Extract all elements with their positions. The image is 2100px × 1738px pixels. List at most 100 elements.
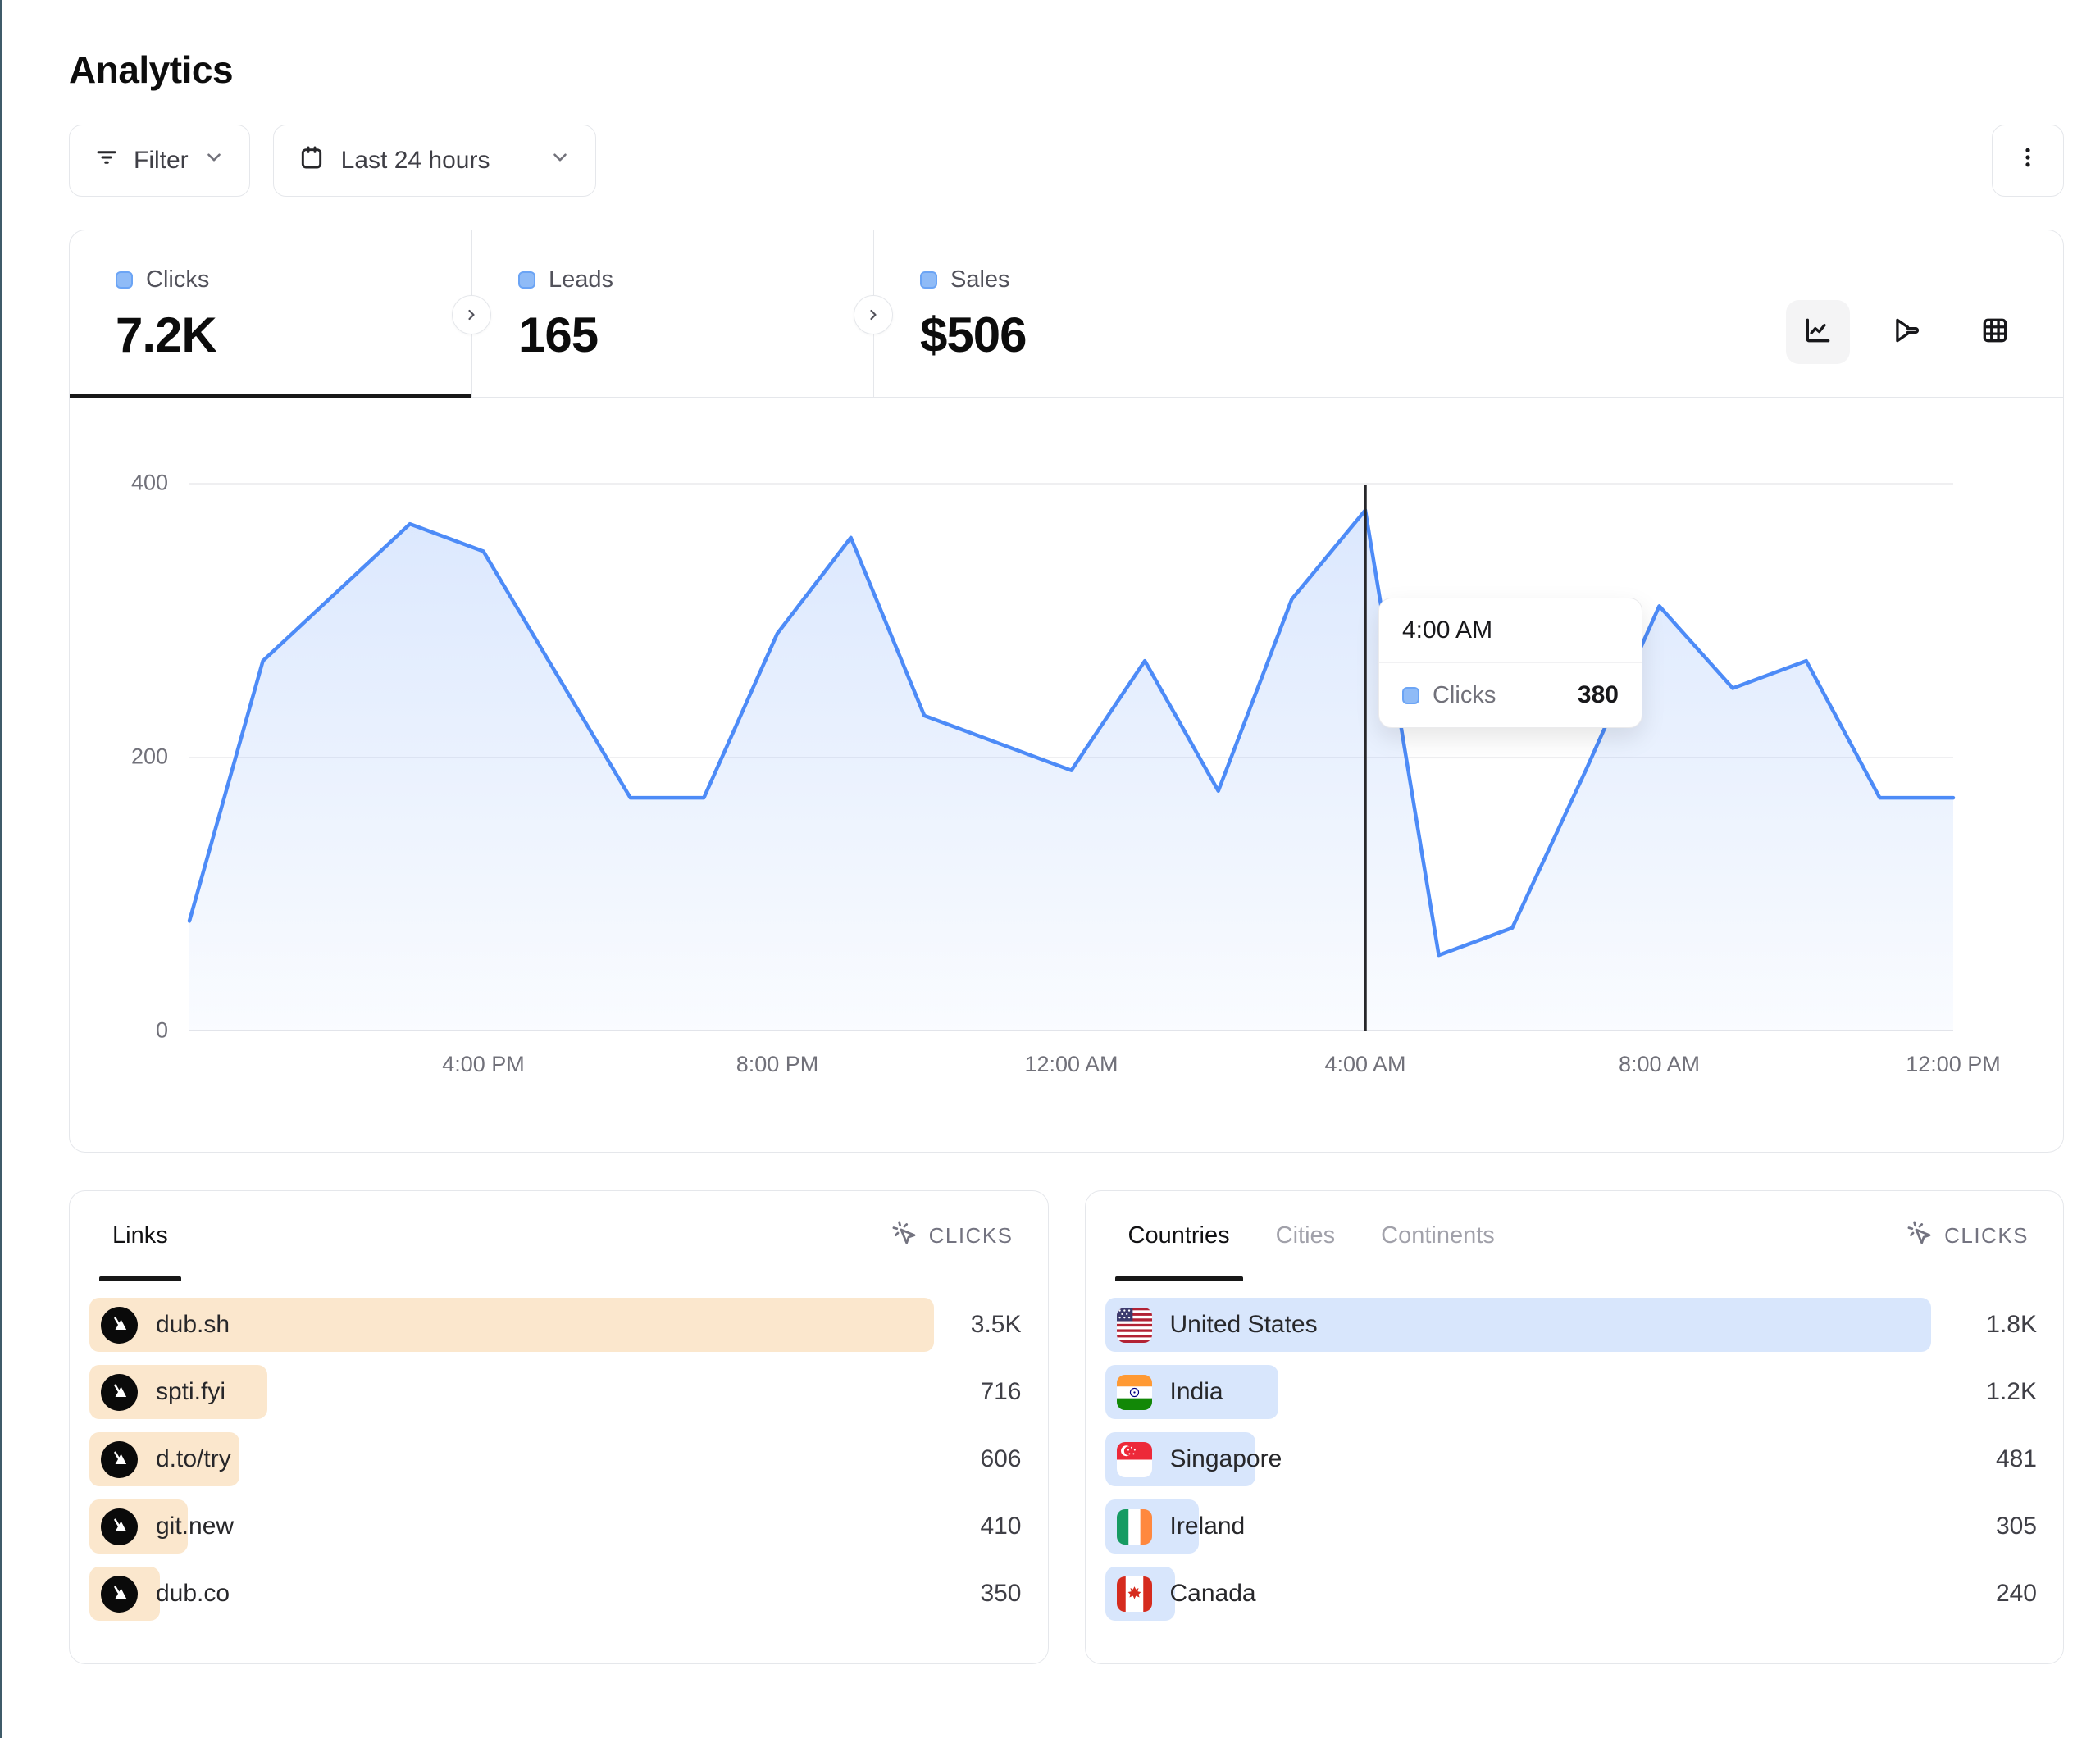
tooltip-legend-square [1401, 686, 1419, 704]
clicks-area-chart[interactable]: 400 200 0 [70, 398, 2063, 1152]
analytics-page: Analytics Filter Last 24 hours [69, 48, 2064, 1664]
gridline-400 [189, 483, 1953, 485]
tab-leads[interactable]: Leads 165 [471, 230, 873, 397]
country-row[interactable]: Canada 240 [1105, 1567, 2044, 1621]
chart-view-toggles [1750, 299, 2063, 364]
date-range-button[interactable]: Last 24 hours [272, 125, 596, 197]
canada-flag-icon [1116, 1576, 1152, 1612]
y-axis-labels: 400 200 0 [70, 471, 189, 1043]
tab-cities[interactable]: Cities [1275, 1222, 1336, 1249]
sales-legend-square [920, 271, 937, 289]
link-clicks: 350 [980, 1580, 1022, 1607]
chevron-down-icon [203, 147, 225, 175]
links-list: dub.sh 3.5K spti.fyi 716 d.t [70, 1281, 1048, 1640]
link-clicks: 410 [980, 1513, 1022, 1540]
hover-crosshair-line [1364, 485, 1367, 1031]
tab-links[interactable]: Links [99, 1191, 181, 1281]
dub-logo-icon [101, 1508, 138, 1545]
tab-countries[interactable]: Countries [1114, 1191, 1243, 1281]
line-chart-view-button[interactable] [1786, 299, 1850, 364]
window-edge-accent [0, 0, 2, 1738]
link-domain: d.to/try [156, 1445, 231, 1472]
link-clicks: 3.5K [970, 1311, 1022, 1338]
tab-clicks[interactable]: Clicks 7.2K [70, 230, 471, 398]
country-row[interactable]: United States 1.8K [1105, 1298, 2044, 1352]
clicks-series [189, 483, 1953, 1031]
leads-tab-label: Leads [549, 266, 614, 293]
gridline-200 [189, 757, 1953, 758]
link-domain: dub.sh [156, 1311, 230, 1338]
link-row[interactable]: dub.sh 3.5K [89, 1298, 1028, 1352]
link-row[interactable]: git.new 410 [89, 1499, 1028, 1554]
country-name: India [1169, 1378, 1223, 1405]
calendar-icon [298, 144, 325, 177]
country-clicks: 1.8K [1986, 1311, 2037, 1338]
sales-tab-value: $506 [920, 307, 1027, 362]
link-domain: spti.fyi [156, 1378, 226, 1405]
singapore-flag-icon [1116, 1441, 1152, 1477]
us-flag-icon [1116, 1307, 1152, 1343]
y-tick-200: 200 [130, 744, 168, 769]
table-view-button[interactable] [1963, 300, 2027, 364]
link-row[interactable]: d.to/try 606 [89, 1432, 1028, 1486]
geo-metric-header: CLICKS [1944, 1223, 2029, 1248]
expand-clicks-leads-button[interactable] [452, 295, 491, 334]
link-bar [89, 1298, 935, 1352]
x-axis-labels: 4:00 PM 8:00 PM 12:00 AM 4:00 AM 8:00 AM 12:0… [189, 1052, 2001, 1088]
x-tick-label: 8:00 PM [736, 1052, 819, 1076]
country-clicks: 1.2K [1986, 1378, 2037, 1405]
tab-sales[interactable]: Sales $506 [873, 230, 2063, 397]
links-panel: Links CLICKS dub.sh 3.5K [69, 1190, 1049, 1664]
leads-tab-value: 165 [518, 307, 599, 362]
links-metric-header: CLICKS [928, 1223, 1014, 1248]
sales-tab-label: Sales [950, 266, 1010, 293]
country-bar [1105, 1298, 1931, 1352]
link-clicks: 716 [980, 1378, 1022, 1405]
clicks-line [189, 510, 1953, 955]
tooltip-metric-label: Clicks [1432, 681, 1496, 708]
metric-tabs: Clicks 7.2K Leads 165 Sales $506 [70, 230, 2063, 398]
geo-panel: Countries Cities Continents CLICKS [1084, 1190, 2064, 1664]
x-tick-label: 8:00 AM [1618, 1052, 1701, 1076]
tooltip-metric-value: 380 [1577, 681, 1619, 708]
more-options-button[interactable] [1992, 125, 2064, 197]
x-tick-label: 12:00 AM [1024, 1052, 1118, 1076]
country-name: United States [1169, 1311, 1318, 1338]
dub-logo-icon [101, 1306, 138, 1344]
toolbar: Filter Last 24 hours [69, 125, 2064, 197]
country-name: Ireland [1169, 1513, 1246, 1540]
mouse-pointer-click-icon [1906, 1220, 1933, 1252]
x-tick-label: 4:00 AM [1324, 1052, 1406, 1076]
country-name: Canada [1169, 1580, 1256, 1607]
country-clicks: 240 [1995, 1580, 2037, 1607]
countries-list: United States 1.8K India 1.2K [1086, 1281, 2064, 1640]
tab-continents[interactable]: Continents [1381, 1222, 1495, 1249]
country-clicks: 305 [1995, 1513, 2037, 1540]
link-clicks: 606 [980, 1445, 1022, 1472]
filter-button[interactable]: Filter [69, 125, 250, 197]
link-domain: git.new [156, 1513, 235, 1540]
country-name: Singapore [1169, 1445, 1282, 1472]
chart-tooltip: 4:00 AM Clicks 380 [1378, 598, 1642, 728]
chevron-down-icon [549, 147, 571, 175]
plot-area[interactable]: 4:00 AM Clicks 380 [189, 483, 1953, 1031]
filter-button-label: Filter [134, 147, 189, 174]
dub-logo-icon [101, 1575, 138, 1613]
country-row[interactable]: Ireland 305 [1105, 1499, 2044, 1554]
country-clicks: 481 [1995, 1445, 2037, 1472]
table-grid-icon [1979, 315, 2011, 348]
date-range-label: Last 24 hours [340, 147, 490, 174]
country-row[interactable]: India 1.2K [1105, 1365, 2044, 1419]
link-row[interactable]: spti.fyi 716 [89, 1365, 1028, 1419]
y-tick-400: 400 [130, 470, 168, 495]
link-row[interactable]: dub.co 350 [89, 1567, 1028, 1621]
leads-legend-square [518, 271, 535, 289]
ireland-flag-icon [1116, 1508, 1152, 1545]
mouse-pointer-click-icon [891, 1220, 918, 1252]
clicks-legend-square [116, 271, 133, 289]
country-row[interactable]: Singapore 481 [1105, 1432, 2044, 1486]
analytics-card: Clicks 7.2K Leads 165 Sales $506 [69, 230, 2064, 1153]
kebab-menu-icon [2016, 145, 2040, 176]
funnel-view-button[interactable] [1875, 300, 1938, 364]
expand-leads-sales-button[interactable] [854, 295, 893, 334]
